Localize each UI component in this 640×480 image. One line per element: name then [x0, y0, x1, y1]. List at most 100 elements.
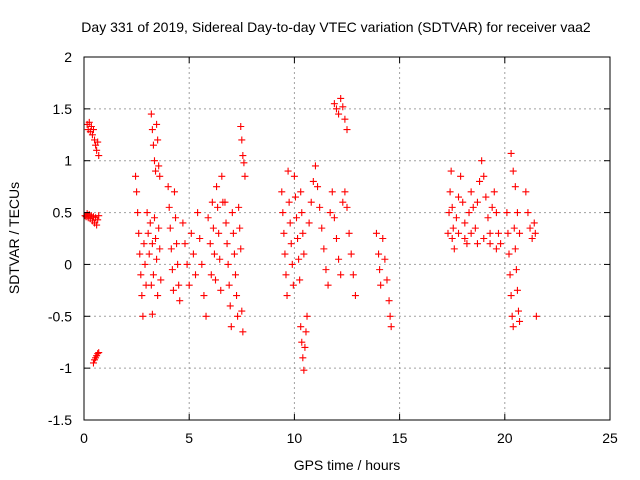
data-point: [516, 229, 524, 237]
data-point: [209, 224, 217, 232]
data-point: [301, 343, 309, 351]
data-point: [509, 323, 517, 331]
data-point: [207, 271, 215, 279]
data-point: [208, 198, 216, 206]
data-point: [343, 203, 351, 211]
data-point: [168, 266, 176, 274]
data-point: [486, 240, 494, 248]
data-point: [445, 209, 453, 217]
data-point: [457, 172, 465, 180]
data-point: [150, 214, 158, 222]
data-point: [503, 209, 511, 217]
data-points: [81, 94, 540, 374]
data-point: [149, 271, 157, 279]
data-point: [179, 219, 187, 227]
data-point: [341, 188, 349, 196]
data-point: [187, 229, 195, 237]
data-point: [169, 286, 177, 294]
data-point: [149, 141, 157, 149]
data-point: [316, 203, 324, 211]
data-point: [337, 94, 345, 102]
data-point: [239, 152, 247, 160]
data-point: [281, 250, 289, 258]
data-point: [297, 188, 305, 196]
data-point: [469, 203, 477, 211]
data-point: [145, 250, 153, 258]
data-point: [288, 260, 296, 268]
data-point: [240, 159, 248, 167]
data-point: [224, 260, 232, 268]
plot-frame: [83, 56, 611, 421]
data-point: [467, 188, 475, 196]
data-point: [530, 219, 538, 227]
data-point: [95, 349, 103, 357]
data-point: [387, 323, 395, 331]
data-point: [93, 146, 101, 154]
x-tick-label: 20: [497, 430, 513, 446]
data-point: [94, 138, 102, 146]
data-point: [492, 245, 500, 253]
data-point: [296, 276, 304, 284]
data-point: [278, 188, 286, 196]
data-point: [300, 250, 308, 258]
data-point: [89, 359, 97, 367]
data-point: [513, 209, 521, 217]
data-point: [148, 126, 156, 134]
data-point: [461, 235, 469, 242]
axis-ticks: 0 5 10 15 20 25 -1.5 -1 -0.5 0 0.5 1 1.5 2: [48, 49, 618, 446]
y-tick-label: 1: [64, 153, 72, 169]
data-point: [95, 212, 103, 220]
data-point: [326, 209, 334, 217]
data-point: [141, 260, 149, 268]
data-point: [484, 214, 492, 222]
data-point: [379, 235, 387, 242]
data-point: [311, 162, 319, 170]
data-point: [175, 281, 183, 289]
data-point: [155, 224, 163, 232]
data-point: [332, 105, 340, 113]
data-point: [94, 216, 102, 224]
data-point: [204, 214, 212, 222]
data-point: [212, 276, 219, 284]
data-point: [377, 281, 385, 289]
data-point: [339, 103, 347, 111]
data-point: [152, 167, 160, 175]
data-point: [386, 312, 394, 320]
data-point: [532, 312, 540, 320]
x-tick-label: 10: [287, 430, 303, 446]
data-point: [291, 193, 299, 201]
data-point: [512, 266, 520, 274]
data-point: [307, 198, 315, 206]
x-tick-label: 0: [80, 430, 88, 446]
data-point: [202, 312, 210, 320]
data-point: [504, 229, 512, 237]
data-point: [223, 240, 231, 248]
data-point: [235, 203, 243, 211]
data-point: [226, 302, 234, 310]
y-tick-label: -1.5: [48, 412, 72, 428]
data-point: [330, 214, 338, 222]
data-point: [459, 198, 467, 206]
data-point: [446, 188, 454, 196]
y-axis-label: SDTVAR / TECUs: [6, 182, 22, 294]
data-point: [227, 323, 235, 331]
data-point: [287, 240, 295, 248]
data-point: [497, 240, 505, 248]
data-point: [335, 110, 343, 118]
data-point: [200, 292, 208, 300]
data-point: [318, 224, 326, 232]
data-point: [298, 209, 306, 217]
data-point: [206, 240, 214, 248]
data-point: [140, 240, 148, 248]
data-point: [173, 240, 181, 248]
y-tick-label: 2: [64, 49, 72, 65]
data-point: [148, 240, 156, 248]
data-point: [514, 307, 522, 315]
data-point: [332, 235, 340, 242]
data-point: [337, 271, 345, 279]
data-point: [233, 292, 241, 300]
data-point: [473, 198, 481, 206]
data-point: [478, 157, 486, 165]
data-point: [328, 188, 336, 196]
data-point: [237, 245, 245, 253]
